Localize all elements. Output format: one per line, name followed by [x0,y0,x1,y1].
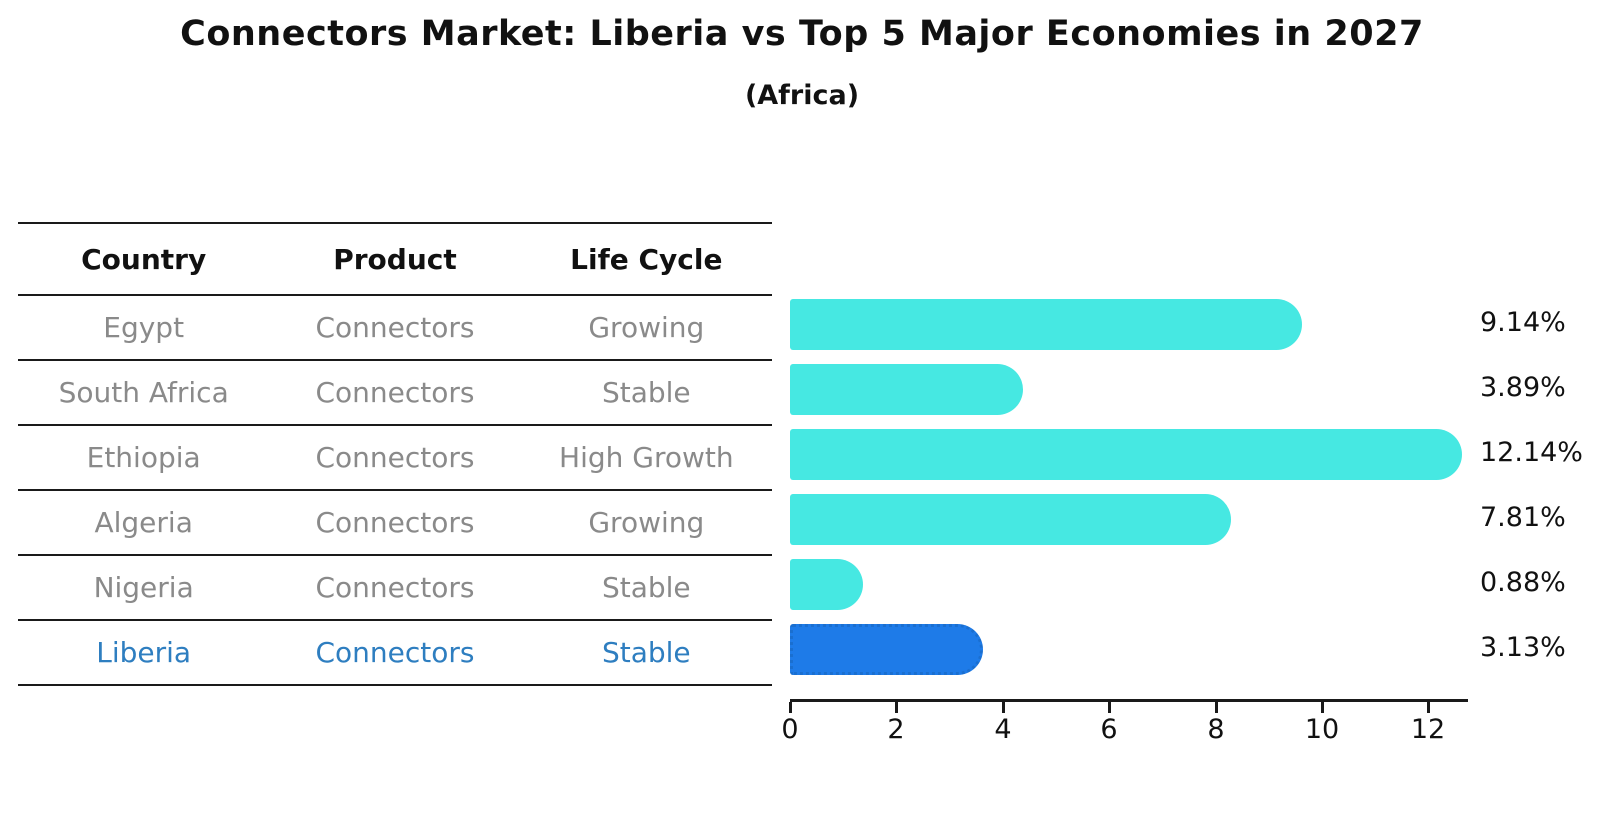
bar-value-label: 9.14% [1480,307,1566,338]
table-cell-product: Connectors [315,571,475,604]
bar [790,559,863,610]
x-tick [1002,702,1005,713]
table-header-life-cycle: Life Cycle [570,242,723,276]
table-row: Nigeria Connectors Stable [18,556,772,621]
x-tick [895,702,898,713]
bar-value-label: 3.13% [1480,632,1566,663]
table-cell-country: Nigeria [93,571,194,604]
x-tick-label: 0 [781,714,799,745]
x-tick-label: 6 [1100,714,1118,745]
table-header-row: Country Product Life Cycle [18,222,772,296]
bar [790,429,1462,480]
x-tick-label: 8 [1207,714,1225,745]
table-cell-product: Connectors [315,506,475,539]
chart-title: Connectors Market: Liberia vs Top 5 Majo… [180,14,1424,54]
table-cell-life-cycle: Stable [601,376,691,409]
bar [790,299,1302,350]
x-tick [1427,702,1430,713]
table-row: Liberia Connectors Stable [18,621,772,686]
x-tick-label: 2 [887,714,905,745]
table-header-country: Country [81,242,207,276]
table-row: Ethiopia Connectors High Growth [18,426,772,491]
table-cell-country: South Africa [58,376,229,409]
table-cell-country: Algeria [94,506,193,539]
table-cell-product: Connectors [315,636,475,669]
table-row: Algeria Connectors Growing [18,491,772,556]
table-row: South Africa Connectors Stable [18,361,772,426]
bar-value-label: 0.88% [1480,567,1566,598]
x-axis-line [790,699,1468,702]
x-tick [1215,702,1218,713]
table-cell-product: Connectors [315,376,475,409]
bar-highlight [790,624,983,675]
bar [790,364,1023,415]
table-cell-life-cycle: Stable [601,571,691,604]
x-tick [1321,702,1324,713]
table-cell-life-cycle: Growing [588,311,705,344]
table-cell-country: Liberia [96,636,192,669]
bar [790,494,1231,545]
table-header-product: Product [333,242,457,276]
table-cell-country: Egypt [103,311,185,344]
bar-value-label: 7.81% [1480,502,1566,533]
table-cell-life-cycle: Stable [601,636,691,669]
bar-value-label: 12.14% [1480,437,1583,468]
x-tick-label: 12 [1410,714,1446,745]
chart-subtitle: (Africa) [744,80,860,111]
table-cell-life-cycle: Growing [588,506,705,539]
bar-value-label: 3.89% [1480,372,1566,403]
table-cell-product: Connectors [315,441,475,474]
x-tick-label: 10 [1304,714,1340,745]
table-row: Egypt Connectors Growing [18,296,772,361]
x-tick [1108,702,1111,713]
table-cell-country: Ethiopia [86,441,201,474]
table-cell-product: Connectors [315,311,475,344]
table-body: Egypt Connectors Growing South Africa Co… [18,296,772,686]
x-tick [789,702,792,713]
country-table: Country Product Life Cycle Egypt Connect… [18,222,772,686]
x-tick-label: 4 [994,714,1012,745]
table-cell-life-cycle: High Growth [559,441,734,474]
